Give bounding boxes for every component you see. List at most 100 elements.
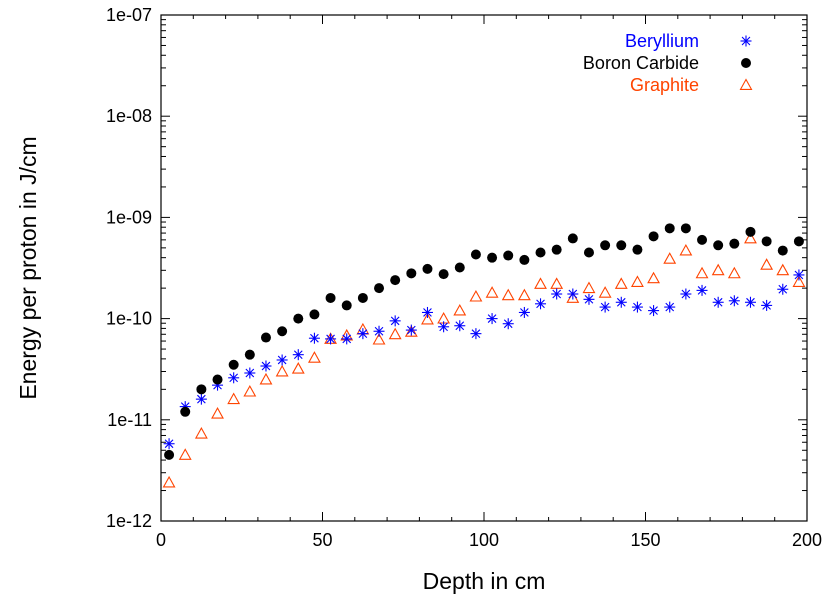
data-point-beryllium bbox=[599, 301, 611, 313]
data-point-boron-carbide bbox=[777, 245, 788, 256]
y-tick-label: 1e-10 bbox=[106, 309, 152, 329]
data-point-graphite bbox=[647, 271, 661, 284]
data-point-graphite bbox=[194, 426, 208, 439]
data-point-graphite bbox=[760, 258, 774, 270]
x-axis-title: Depth in cm bbox=[423, 568, 546, 594]
data-point-beryllium bbox=[728, 295, 740, 307]
data-point-beryllium bbox=[551, 288, 563, 300]
legend-markers bbox=[739, 35, 753, 90]
data-point-graphite bbox=[727, 266, 741, 279]
y-axis-title: Energy per proton in J/cm bbox=[15, 136, 41, 399]
data-point-beryllium bbox=[228, 372, 240, 384]
data-point-boron-carbide bbox=[454, 262, 465, 273]
data-point-graphite bbox=[275, 364, 289, 377]
data-point-graphite bbox=[162, 475, 176, 488]
data-point-beryllium bbox=[518, 306, 530, 318]
data-point-boron-carbide bbox=[422, 263, 433, 274]
data-point-graphite bbox=[291, 362, 305, 374]
data-point-graphite bbox=[695, 266, 709, 279]
data-point-graphite bbox=[372, 332, 386, 345]
data-point-boron-carbide bbox=[729, 238, 740, 249]
data-point-graphite bbox=[534, 277, 547, 289]
data-point-beryllium bbox=[696, 284, 708, 296]
data-point-beryllium bbox=[244, 367, 256, 379]
data-point-graphite bbox=[227, 392, 241, 405]
data-point-boron-carbide bbox=[260, 332, 271, 343]
data-point-boron-carbide bbox=[761, 236, 772, 247]
x-tick-label: 100 bbox=[469, 530, 499, 550]
data-point-graphite bbox=[598, 286, 612, 298]
x-tick-label: 200 bbox=[792, 530, 822, 550]
data-point-beryllium bbox=[535, 298, 547, 310]
data-point-boron-carbide bbox=[551, 244, 562, 255]
y-tick-label: 1e-11 bbox=[107, 410, 152, 430]
data-point-boron-carbide bbox=[470, 249, 481, 260]
data-point-beryllium bbox=[357, 328, 369, 340]
data-point-boron-carbide bbox=[519, 254, 530, 265]
data-point-boron-carbide bbox=[164, 449, 175, 460]
data-point-boron-carbide bbox=[374, 283, 385, 294]
data-point-beryllium bbox=[438, 321, 450, 333]
data-point-graphite bbox=[178, 448, 192, 460]
y-tick-label: 1e-07 bbox=[106, 5, 152, 25]
data-point-boron-carbide bbox=[487, 252, 498, 263]
data-point-graphite bbox=[550, 277, 564, 289]
data-point-boron-carbide bbox=[212, 374, 223, 385]
data-point-beryllium bbox=[648, 305, 660, 317]
x-tick-label: 0 bbox=[156, 530, 166, 550]
data-point-boron-carbide bbox=[535, 247, 546, 258]
data-point-beryllium bbox=[777, 283, 789, 295]
data-point-boron-carbide bbox=[244, 349, 255, 360]
data-point-beryllium bbox=[567, 288, 579, 300]
data-point-beryllium bbox=[308, 332, 320, 344]
data-point-beryllium bbox=[793, 269, 805, 281]
data-point-boron-carbide bbox=[745, 226, 756, 237]
data-point-boron-carbide bbox=[600, 240, 611, 251]
data-point-beryllium bbox=[712, 296, 724, 308]
data-point-boron-carbide bbox=[632, 244, 643, 255]
data-point-beryllium bbox=[486, 313, 498, 325]
data-point-boron-carbide bbox=[277, 326, 288, 337]
data-point-boron-carbide bbox=[438, 269, 449, 280]
data-point-boron-carbide bbox=[196, 384, 207, 395]
y-tick-label: 1e-08 bbox=[106, 106, 152, 126]
data-point-beryllium bbox=[615, 296, 627, 308]
data-point-graphite bbox=[663, 252, 677, 264]
data-point-beryllium bbox=[341, 333, 353, 345]
data-point-beryllium bbox=[163, 438, 175, 450]
data-point-beryllium bbox=[421, 306, 433, 318]
data-point-graphite bbox=[792, 275, 806, 287]
data-point-graphite bbox=[453, 303, 467, 316]
plot-area-frame bbox=[160, 14, 808, 522]
y-tick-label: 1e-12 bbox=[106, 511, 152, 531]
data-point-beryllium bbox=[276, 354, 288, 366]
data-point-beryllium bbox=[761, 299, 773, 311]
data-point-beryllium bbox=[680, 288, 692, 300]
data-point-boron-carbide bbox=[341, 300, 352, 311]
data-point-beryllium bbox=[470, 328, 482, 340]
data-point-beryllium bbox=[325, 333, 337, 345]
data-point-beryllium bbox=[502, 318, 514, 330]
data-point-boron-carbide bbox=[567, 233, 578, 244]
data-point-beryllium bbox=[664, 301, 676, 313]
data-point-boron-carbide bbox=[293, 313, 304, 324]
data-point-graphite bbox=[711, 263, 725, 276]
legend: Beryllium Boron Carbide Graphite bbox=[583, 31, 753, 95]
data-point-boron-carbide bbox=[325, 292, 336, 303]
data-point-graphite bbox=[501, 288, 515, 301]
data-point-graphite bbox=[388, 327, 402, 340]
data-point-graphite bbox=[211, 407, 224, 419]
data-point-beryllium bbox=[373, 325, 385, 337]
data-point-boron-carbide bbox=[680, 223, 691, 234]
data-point-graphite bbox=[517, 288, 531, 301]
data-point-graphite bbox=[679, 243, 693, 256]
data-point-graphite bbox=[469, 289, 483, 302]
data-point-boron-carbide bbox=[180, 406, 191, 417]
data-point-graphite bbox=[243, 384, 257, 397]
data-point-boron-carbide bbox=[228, 359, 239, 370]
legend-marker-boron-carbide bbox=[741, 58, 751, 68]
data-point-boron-carbide bbox=[406, 268, 417, 279]
data-point-beryllium bbox=[292, 349, 304, 361]
data-point-boron-carbide bbox=[793, 236, 804, 247]
